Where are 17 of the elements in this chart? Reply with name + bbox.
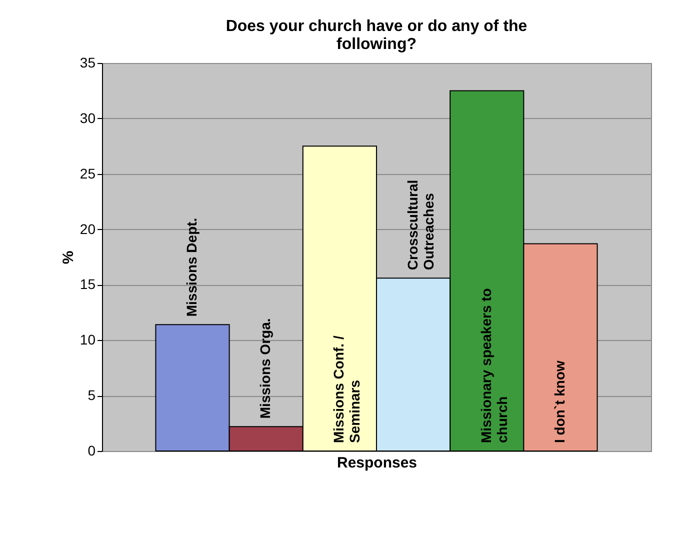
y-tick-label: 35: [80, 54, 96, 70]
y-tick-label: 25: [80, 165, 96, 182]
y-tick-label: 0: [88, 442, 96, 458]
y-tick-label: 10: [80, 332, 96, 348]
x-axis-title: Responses: [336, 454, 418, 472]
y-tick-label: 5: [88, 387, 96, 404]
y-tick-label: 20: [80, 220, 96, 237]
x-tick-label: Missions Orga.: [257, 318, 274, 419]
x-tick-label: Crosscultural Outreaches: [404, 180, 436, 270]
y-tick-label: 30: [80, 110, 96, 126]
x-tick-label: Missionary speakers to church: [478, 288, 510, 443]
x-tick-label: Missions Dept.: [184, 218, 200, 317]
x-tick-label: I don`t know: [551, 360, 568, 443]
y-tick-label: 15: [80, 276, 96, 292]
y-axis-title: %: [60, 250, 77, 264]
x-tick-label: Missions Conf. / Seminars: [330, 336, 363, 443]
chart-title: Does your church have or do any of the following?: [226, 18, 528, 53]
